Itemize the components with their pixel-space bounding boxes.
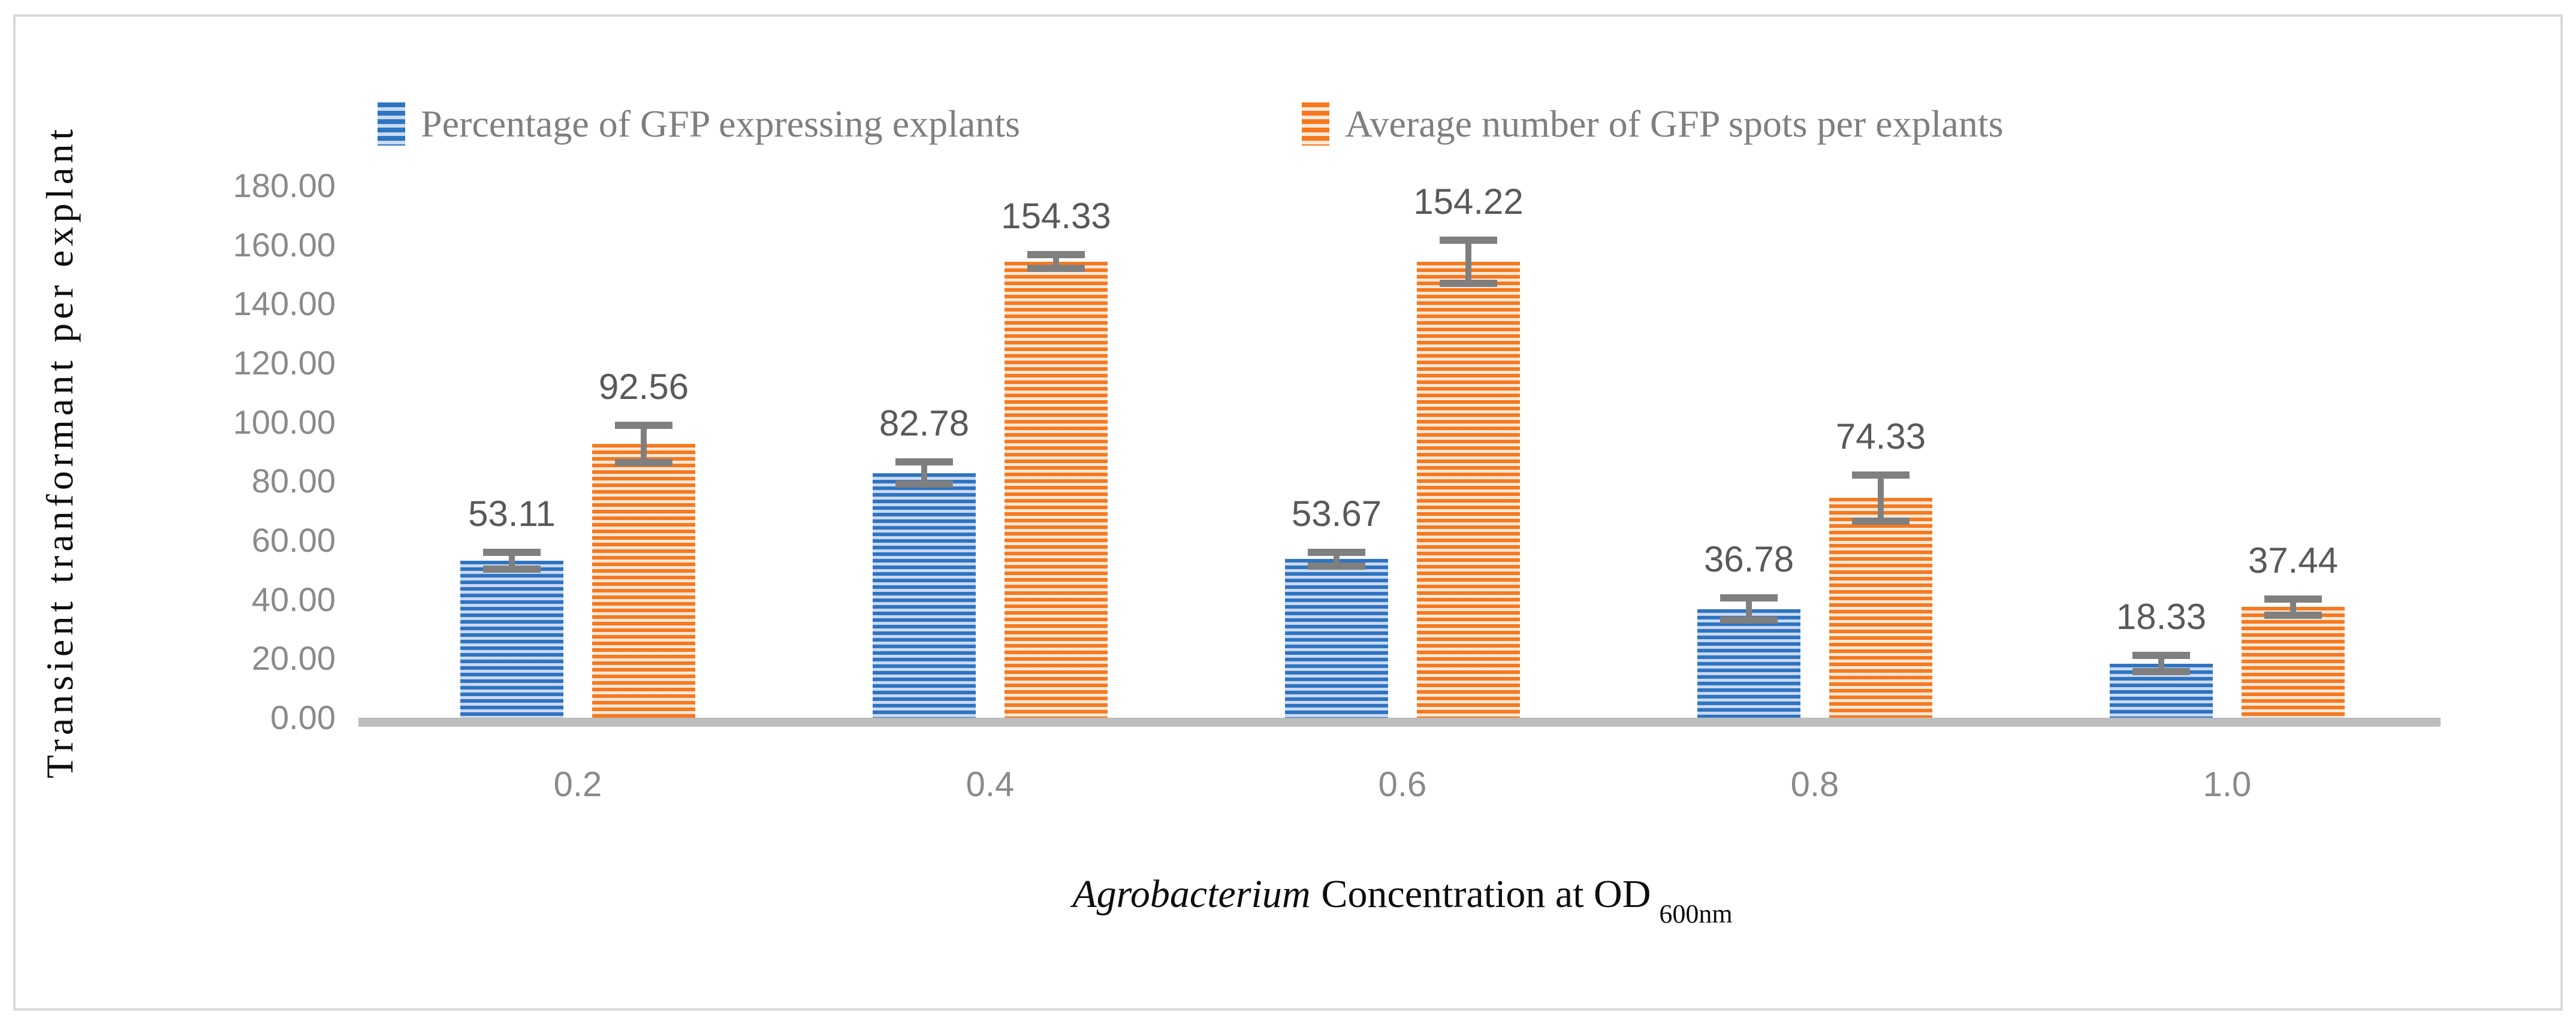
- x-axis-line: [358, 718, 2441, 727]
- error-bar: [895, 458, 953, 488]
- y-tick-label: 140.00: [233, 285, 336, 323]
- data-label: 92.56: [598, 367, 689, 407]
- y-tick-label: 180.00: [233, 167, 336, 204]
- data-label: 37.44: [2248, 540, 2339, 580]
- y-tick-label: 120.00: [233, 344, 336, 382]
- y-tick-label: 60.00: [251, 521, 336, 559]
- error-bar: [1440, 237, 1497, 288]
- x-category-label: 0.2: [553, 765, 602, 804]
- data-label: 154.33: [1001, 196, 1111, 237]
- error-bar: [1027, 251, 1085, 272]
- error-bar: [2132, 651, 2190, 676]
- bar-blue-0.2: [460, 561, 563, 718]
- legend-label: Percentage of GFP expressing explants: [421, 102, 1021, 145]
- data-label: 74.33: [1835, 416, 1926, 456]
- figure-border: [13, 14, 2563, 1011]
- x-category-label: 0.6: [1378, 765, 1427, 804]
- legend-item-gfp-expressing-explants: Percentage of GFP expressing explants: [378, 102, 1020, 146]
- x-axis-title: Agrobacterium Concentration at OD 600nm: [372, 872, 2433, 929]
- bar-orange-0.8: [1829, 498, 1932, 718]
- error-bar: [1852, 471, 1910, 525]
- plot-area: 53.11 92.56 0.2 82.78 154.33 0.4 53.67 154.22 0.…: [372, 182, 2433, 804]
- y-tick-label: 80.00: [251, 462, 336, 500]
- error-bar: [1308, 548, 1365, 570]
- y-tick-label: 160.00: [233, 225, 336, 264]
- data-label: 18.33: [2116, 596, 2207, 637]
- data-label: 53.67: [1291, 493, 1382, 534]
- legend-label: Average number of GFP spots per explants: [1345, 102, 2004, 145]
- bar-blue-0.6: [1285, 559, 1388, 718]
- data-label: 53.11: [468, 494, 556, 534]
- x-axis-title-italic: Agrobacterium: [1072, 872, 1311, 916]
- bar-orange-1.0: [2242, 607, 2345, 718]
- x-category-label: 0.8: [1790, 765, 1839, 804]
- x-category-label: 0.4: [966, 765, 1015, 804]
- y-axis-title: Transient tranformant per explant: [38, 125, 81, 779]
- data-label: 36.78: [1703, 539, 1794, 579]
- data-label: 154.22: [1413, 182, 1524, 222]
- bar-orange-0.4: [1005, 261, 1108, 718]
- x-category-label: 1.0: [2203, 765, 2252, 804]
- bar-orange-0.2: [592, 444, 695, 718]
- y-tick-label: 100.00: [233, 403, 336, 441]
- error-bar: [2264, 595, 2322, 619]
- bar-blue-0.8: [1697, 609, 1800, 718]
- y-tick-label: 40.00: [251, 580, 336, 618]
- y-axis-tick-labels: 180.00 160.00 140.00 120.00 100.00 80.00 60.00…: [138, 167, 336, 736]
- x-axis-title-regular: Concentration at OD: [1321, 872, 1651, 916]
- legend-swatch-blue-striped-icon: [378, 102, 405, 146]
- error-bar: [1720, 594, 1778, 624]
- error-bar: [483, 549, 541, 573]
- bar-blue-0.4: [873, 473, 976, 718]
- error-bar: [615, 422, 672, 467]
- data-label: 82.78: [879, 403, 970, 443]
- legend: Percentage of GFP expressing explants Av…: [378, 102, 2004, 146]
- y-tick-label: 0.00: [270, 699, 336, 736]
- y-tick-label: 20.00: [251, 639, 336, 678]
- bar-orange-0.6: [1417, 262, 1520, 718]
- x-axis-title-subscript: 600nm: [1659, 899, 1733, 929]
- legend-item-gfp-spots-per-explant: Average number of GFP spots per explants: [1302, 102, 2004, 146]
- legend-swatch-orange-striped-icon: [1302, 102, 1330, 146]
